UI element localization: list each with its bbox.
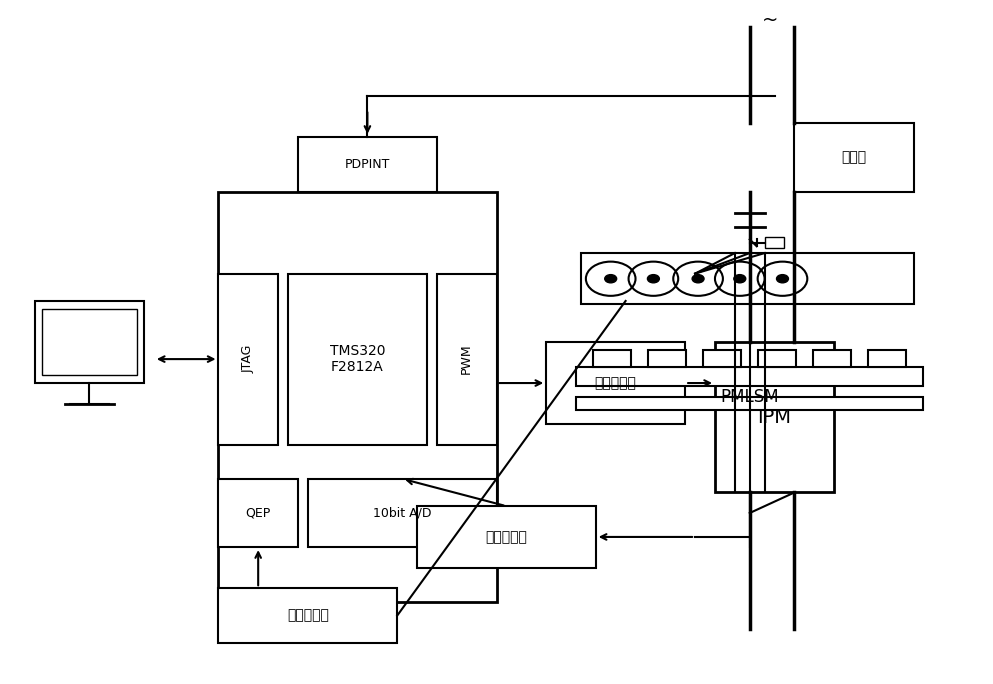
Bar: [703, 350, 741, 367]
Text: TMS320
F2812A: TMS320 F2812A: [330, 344, 385, 374]
Text: IPM: IPM: [758, 408, 791, 427]
Circle shape: [734, 274, 746, 283]
Bar: [581, 253, 914, 304]
Bar: [218, 479, 298, 547]
Bar: [576, 367, 923, 386]
Bar: [417, 506, 596, 568]
Bar: [715, 342, 834, 492]
Text: ~: ~: [762, 11, 778, 30]
Text: 直线光栏尺: 直线光栏尺: [287, 609, 329, 622]
Bar: [648, 350, 686, 367]
Text: PWM: PWM: [460, 344, 474, 374]
Bar: [218, 274, 278, 445]
Text: JTAG: JTAG: [241, 345, 255, 373]
Bar: [308, 479, 496, 547]
Bar: [576, 397, 923, 410]
Bar: [869, 350, 907, 367]
Text: 整流器: 整流器: [841, 150, 867, 164]
Bar: [288, 274, 427, 445]
Bar: [218, 192, 496, 602]
Text: QEP: QEP: [245, 506, 271, 520]
Circle shape: [692, 274, 704, 283]
Text: 电流传感器: 电流传感器: [486, 530, 527, 544]
Bar: [794, 123, 914, 192]
Bar: [546, 342, 685, 424]
Text: 光电耦合器: 光电耦合器: [595, 376, 637, 390]
Bar: [218, 588, 397, 643]
Text: PDPINT: PDPINT: [345, 157, 390, 171]
Circle shape: [647, 274, 659, 283]
Text: PMLSM: PMLSM: [720, 388, 780, 406]
Circle shape: [777, 274, 788, 283]
Bar: [759, 350, 796, 367]
Bar: [765, 237, 784, 248]
Bar: [298, 137, 437, 192]
Bar: [813, 350, 851, 367]
Bar: [437, 274, 496, 445]
Bar: [593, 350, 631, 367]
Text: 10bit A/D: 10bit A/D: [373, 506, 431, 520]
Circle shape: [605, 274, 617, 283]
